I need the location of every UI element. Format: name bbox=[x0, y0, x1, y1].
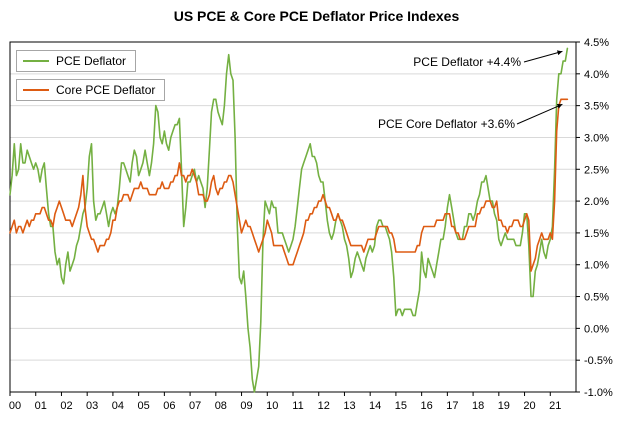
x-tick-label: 08 bbox=[215, 400, 227, 412]
x-tick-label: 01 bbox=[35, 400, 47, 412]
x-tick-label: 03 bbox=[86, 400, 98, 412]
x-tick-label: 16 bbox=[421, 400, 433, 412]
legend-swatch-pce-icon bbox=[23, 60, 49, 62]
x-tick-label: 21 bbox=[549, 400, 561, 412]
y-tick-label: 1.0% bbox=[584, 260, 609, 272]
chart-title: US PCE & Core PCE Deflator Price Indexes bbox=[173, 8, 460, 24]
x-tick-label: 07 bbox=[189, 400, 201, 412]
y-tick-label: 4.5% bbox=[584, 37, 609, 49]
x-tick-label: 13 bbox=[343, 400, 355, 412]
annotation-arrow-core bbox=[516, 103, 563, 125]
x-tick-label: 10 bbox=[266, 400, 278, 412]
x-tick-label: 02 bbox=[60, 400, 72, 412]
x-tick-label: 12 bbox=[318, 400, 330, 412]
series-line-pce-deflator bbox=[9, 47, 569, 393]
legend-swatch-core-icon bbox=[23, 89, 49, 91]
annotation-pce-deflator: PCE Deflator +4.4% bbox=[413, 55, 521, 69]
x-tick-label: 15 bbox=[395, 400, 407, 412]
x-tick-label: 11 bbox=[292, 400, 303, 412]
legend-item-pce: PCE Deflator bbox=[16, 50, 137, 72]
y-tick-label: -1.0% bbox=[584, 387, 613, 399]
x-tick-label: 18 bbox=[472, 400, 484, 412]
legend-label-pce: PCE Deflator bbox=[56, 54, 127, 68]
y-tick-label: 0.0% bbox=[584, 323, 609, 335]
annotation-core-pce-deflator: PCE Core Deflator +3.6% bbox=[377, 117, 515, 131]
y-tick-label: 2.0% bbox=[584, 196, 609, 208]
legend-label-core: Core PCE Deflator bbox=[56, 83, 156, 97]
x-tick-label: 06 bbox=[163, 400, 175, 412]
legend-item-core: Core PCE Deflator bbox=[16, 79, 166, 101]
x-tick-label: 04 bbox=[112, 400, 124, 412]
plot-border bbox=[9, 41, 577, 393]
y-tick-label: 2.5% bbox=[584, 164, 609, 176]
x-tick-label: 00 bbox=[9, 400, 21, 412]
y-tick-label: 1.5% bbox=[584, 228, 609, 240]
y-tick-label: 4.0% bbox=[584, 69, 609, 81]
x-tick-label: 09 bbox=[240, 400, 252, 412]
y-tick-label: -0.5% bbox=[584, 355, 613, 367]
y-tick-label: 0.5% bbox=[584, 292, 609, 304]
annotation-arrow-pce bbox=[523, 50, 563, 63]
x-tick-label: 17 bbox=[446, 400, 458, 412]
x-tick-label: 19 bbox=[498, 400, 510, 412]
series-line-core-pce-deflator bbox=[9, 98, 569, 272]
y-tick-label: 3.0% bbox=[584, 132, 609, 144]
x-tick-label: 20 bbox=[523, 400, 535, 412]
x-tick-label: 14 bbox=[369, 400, 381, 412]
y-tick-label: 3.5% bbox=[584, 101, 609, 113]
x-tick-label: 05 bbox=[138, 400, 150, 412]
